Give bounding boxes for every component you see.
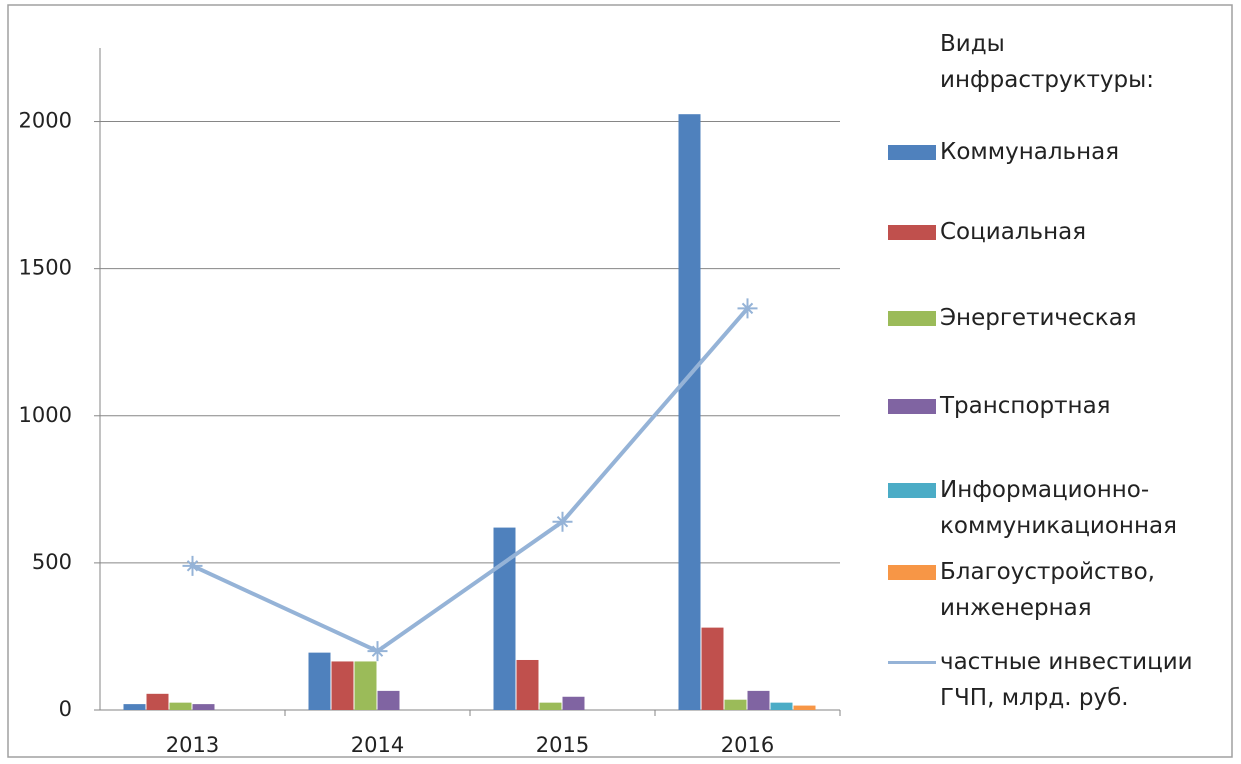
bar	[493, 527, 516, 710]
legend-label: частные инвестиции ГЧП, млрд. руб.	[940, 649, 1193, 711]
line	[191, 307, 750, 654]
y-tick-label: 0	[59, 697, 72, 721]
x-tick-label: 2014	[351, 733, 404, 757]
bar	[308, 652, 331, 710]
bar	[562, 696, 585, 710]
bar	[724, 699, 747, 710]
bar	[169, 702, 192, 710]
frame	[7, 4, 1233, 758]
line-marker	[182, 555, 203, 576]
bar	[793, 705, 816, 710]
bar	[747, 690, 770, 710]
legend-label: Энергетическая	[940, 305, 1137, 331]
bar	[331, 661, 354, 710]
bar	[354, 661, 377, 710]
legend-label: Коммунальная	[940, 139, 1120, 165]
bar	[678, 114, 701, 710]
bar	[701, 627, 724, 710]
legend-title: Виды инфраструктуры:	[940, 31, 1155, 93]
bar	[192, 704, 215, 710]
legend-swatch	[888, 661, 936, 664]
legend-swatch	[888, 311, 936, 326]
legend-label: Благоустройство, инженерная	[940, 559, 1155, 621]
line-marker	[367, 641, 388, 662]
bar	[539, 702, 562, 710]
line-marker	[737, 298, 758, 319]
bar	[770, 702, 793, 710]
legend-label: Социальная	[940, 219, 1087, 245]
legend-label: Транспортная	[940, 393, 1111, 419]
y-tick-label: 500	[32, 550, 72, 574]
y-tick-label: 1500	[19, 256, 72, 280]
bar	[377, 690, 400, 710]
legend-swatch	[888, 565, 936, 580]
legend-label: Информационно- коммуникационная	[940, 477, 1177, 539]
x-tick-label: 2013	[166, 733, 219, 757]
legend-swatch	[888, 399, 936, 414]
y-tick-label: 2000	[19, 109, 72, 133]
bar	[516, 659, 539, 710]
bar	[146, 693, 169, 710]
x-tick-label: 2016	[721, 733, 774, 757]
legend-swatch	[888, 483, 936, 498]
legend-swatch	[888, 145, 936, 160]
line-marker	[552, 511, 573, 532]
legend-swatch	[888, 225, 936, 240]
bar	[123, 704, 146, 710]
y-tick-label: 1000	[19, 403, 72, 427]
x-tick-label: 2015	[536, 733, 589, 757]
